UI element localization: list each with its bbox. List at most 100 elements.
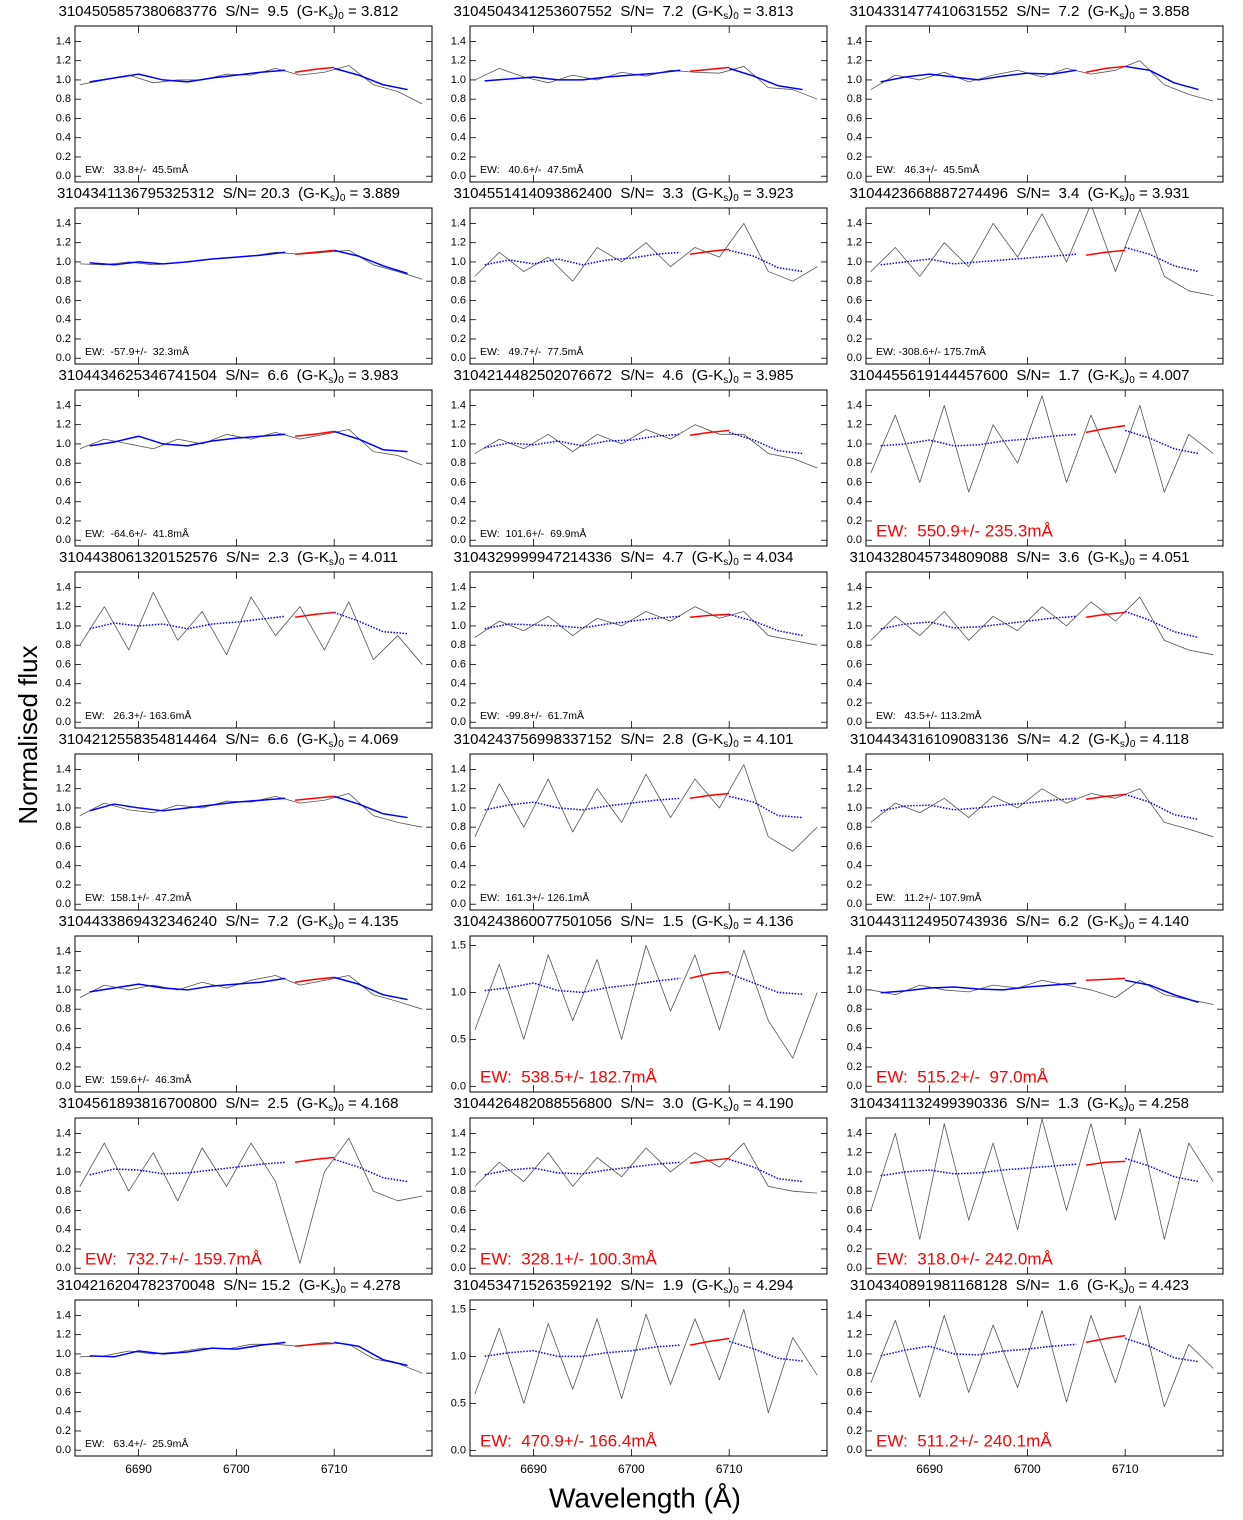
panel-title: 3104341132499390336 S/N= 1.3 (G-Ks)0 = 4…: [850, 1095, 1189, 1114]
fit-line: [880, 979, 1199, 1004]
x-axis-label: Wavelength (Å): [549, 1482, 741, 1513]
lithium-line: [294, 611, 335, 619]
y-tick-label: 0.2: [56, 515, 71, 527]
y-tick-label: 0.0: [56, 1080, 71, 1092]
y-tick-label: 0.4: [847, 132, 862, 144]
fit-line: [484, 795, 803, 819]
y-tick-label: 1.2: [847, 965, 862, 977]
plot-frame: [865, 1299, 1224, 1457]
x-tick-label: 6710: [1112, 1462, 1139, 1476]
lithium-line: [689, 429, 730, 437]
y-tick-label: 0.0: [56, 534, 71, 546]
plot-frame: [469, 571, 828, 729]
title-part: = 4.294: [739, 1277, 794, 1294]
title-part: 0: [340, 1285, 346, 1296]
panel-title: 3104431124950743936 S/N= 6.2 (G-Ks)0 = 4…: [850, 913, 1189, 932]
title-part: 3104431124950743936 S/N= 6.2 (G-K: [850, 913, 1119, 930]
plot-frame: [74, 571, 433, 729]
y-tick-label: 0.0: [56, 898, 71, 910]
ew-label: EW: 43.5+/- 113.2mÅ: [876, 709, 982, 722]
y-tick-label: 0.0: [847, 1444, 862, 1456]
y-tick-label: 1.4: [847, 399, 862, 411]
title-part: ): [728, 731, 733, 748]
panel: 3104341132499390336 S/N= 1.3 (G-Ks)0 = 4…: [847, 1095, 1224, 1275]
spectrum: [474, 223, 818, 282]
y-tick-label: 0.6: [56, 112, 71, 124]
title-part: = 4.101: [739, 731, 794, 748]
title-part: = 4.423: [1134, 1277, 1189, 1294]
y-tick-label: 0.0: [56, 1262, 71, 1274]
title-part: ): [728, 549, 733, 566]
title-part: = 3.812: [344, 3, 399, 20]
y-tick-label: 0.4: [847, 1406, 862, 1418]
y-tick-label: 0.2: [56, 697, 71, 709]
y-tick-label: 0.0: [847, 1262, 862, 1274]
ew-label: EW: 550.9+/- 235.3mÅ: [876, 521, 1054, 540]
y-tick-label: 1.4: [56, 1309, 71, 1321]
y-tick-label: 0.8: [56, 639, 71, 651]
fit-line: [89, 249, 408, 275]
y-tick-label: 1.4: [451, 1127, 466, 1139]
y-tick-label: 0.0: [847, 170, 862, 182]
y-tick-label: 1.4: [56, 217, 71, 229]
title-part: 3104341136795325312 S/N= 20.3 (G-K: [57, 185, 330, 202]
y-tick-label: 0.4: [451, 860, 466, 872]
panel: 3104214482502076672 S/N= 4.6 (G-Ks)0 = 3…: [451, 367, 828, 547]
title-part: 0: [1129, 921, 1135, 932]
y-tick-label: 0.4: [56, 860, 71, 872]
panel-title: 3104433869432346240 S/N= 7.2 (G-Ks)0 = 4…: [59, 913, 399, 932]
fit-line: [89, 976, 408, 1001]
fit-line: [484, 613, 803, 637]
lithium-line: [294, 795, 335, 801]
y-tick-label: 0.4: [847, 860, 862, 872]
spectrum: [79, 1137, 423, 1264]
fit-line: [880, 1337, 1199, 1363]
title-part: s: [723, 1285, 728, 1296]
y-tick-label: 0.6: [451, 476, 466, 488]
spectrum: [474, 1309, 818, 1414]
plot-frame: [469, 25, 828, 183]
y-tick-label: 0.0: [451, 534, 466, 546]
spectrum: [79, 65, 423, 105]
title-part: ): [728, 185, 733, 202]
title-part: 3104214482502076672 S/N= 4.6 (G-K: [454, 367, 724, 384]
ew-label: EW: 11.2+/- 107.9mÅ: [876, 891, 982, 904]
y-tick-label: 0.6: [56, 1022, 71, 1034]
lithium-line: [689, 1337, 730, 1346]
y-tick-label: 0.2: [451, 879, 466, 891]
lithium-line: [294, 1156, 335, 1164]
title-part: ): [728, 1095, 733, 1112]
title-part: = 4.118: [1135, 731, 1189, 748]
lithium-line: [1085, 249, 1126, 256]
title-part: = 3.889: [345, 185, 400, 202]
y-tick-label: 1.4: [847, 1127, 862, 1139]
ew-label: EW: 40.6+/- 47.5mÅ: [480, 163, 583, 176]
title-part: = 4.034: [739, 549, 794, 566]
y-tick-label: 0.2: [56, 151, 71, 163]
title-part: 0: [338, 375, 344, 386]
title-part: ): [1124, 549, 1129, 566]
y-tick-label: 1.0: [451, 620, 466, 632]
title-part: = 4.136: [739, 913, 794, 930]
spectrum: [870, 208, 1214, 297]
panel: 3104243756998337152 S/N= 2.8 (G-Ks)0 = 4…: [451, 731, 828, 911]
panel: 3104455619144457600 S/N= 1.7 (G-Ks)0 = 4…: [847, 367, 1224, 547]
fit-line: [880, 1157, 1199, 1183]
plot-frame: [865, 1117, 1224, 1275]
title-part: 3104455619144457600 S/N= 1.7 (G-K: [850, 367, 1120, 384]
fit-line: [89, 1341, 408, 1367]
y-tick-label: 0.6: [847, 294, 862, 306]
lithium-line: [689, 613, 730, 619]
x-tick-label: 6690: [520, 1462, 547, 1476]
title-part: ): [1124, 913, 1129, 930]
y-tick-label: 1.4: [847, 945, 862, 957]
y-tick-label: 1.2: [847, 237, 862, 249]
y-tick-label: 0.8: [451, 93, 466, 105]
spectrum: [870, 788, 1214, 838]
title-part: s: [330, 1285, 335, 1296]
title-part: s: [328, 739, 333, 750]
ew-label: EW: 538.5+/- 182.7mÅ: [480, 1067, 658, 1086]
y-tick-label: 0.8: [847, 457, 862, 469]
x-tick-label: 6690: [916, 1462, 943, 1476]
title-part: 0: [339, 557, 345, 568]
